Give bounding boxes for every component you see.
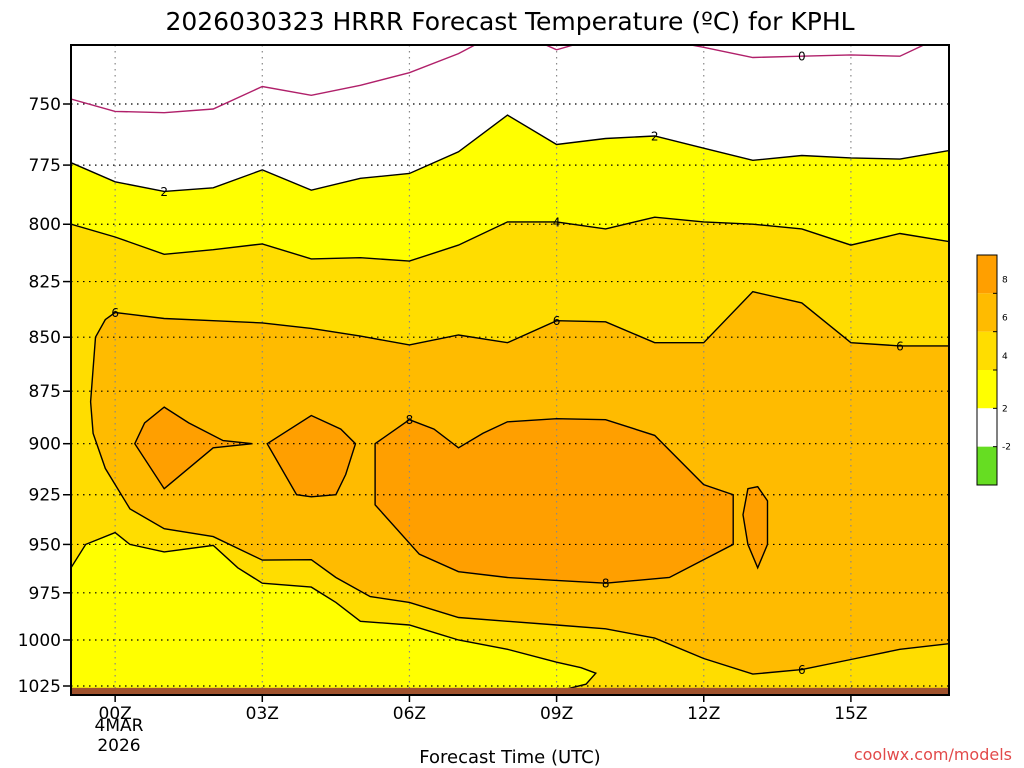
chart-title: 2026030323 HRRR Forecast Temperature (ºC…	[165, 7, 854, 36]
y-tick-label-1000: 1000	[18, 631, 61, 651]
colorbar-label-4: -2	[1002, 443, 1011, 453]
y-tick-label-800: 800	[29, 215, 61, 235]
colorbar-legend: 8 6 4 2 -2	[976, 254, 1011, 486]
y-tick-label-925: 925	[29, 486, 61, 506]
contour-label-1: 2	[160, 185, 168, 199]
contour-label-2: 2	[651, 130, 659, 144]
fill-lower-2-to-4	[71, 532, 596, 695]
temperature-fills	[71, 115, 949, 695]
y-tick-label-900: 900	[29, 435, 61, 455]
credit-text: coolwx.com/models	[854, 745, 1012, 764]
x-tick-label-15Z: 15Z	[834, 704, 867, 724]
contour-label-5: 6	[553, 314, 561, 328]
contour-8-7	[374, 417, 734, 584]
colorbar-swatch-0	[977, 255, 997, 294]
colorbar-label-1: 6	[1002, 314, 1008, 324]
contour-6-3	[89, 290, 949, 675]
colorbar-swatch-5	[977, 446, 997, 485]
contour-8-6	[266, 414, 357, 498]
y-tick-label-775: 775	[29, 156, 61, 176]
contour-label-9: 8	[602, 577, 610, 591]
contour-4-2	[71, 216, 949, 262]
contour-label-4: 6	[111, 306, 119, 320]
contour-6-4	[71, 531, 598, 695]
colorbar-label-0: 8	[1002, 275, 1008, 285]
x-tick-label-06Z: 06Z	[393, 704, 426, 724]
contour-8-8	[742, 485, 769, 570]
y-tick-label-950: 950	[29, 535, 61, 555]
fill-8-to-10-core-0	[134, 407, 253, 489]
y-tick-label-750: 750	[29, 95, 61, 115]
colorbar-swatch-3	[977, 370, 997, 409]
x-axis-label: Forecast Time (UTC)	[419, 747, 600, 768]
plot-area: 0 2 2 4 6 6 6 6 8 8	[71, 45, 949, 695]
contour-label-7: 6	[798, 663, 806, 677]
colorbar-label-3: 2	[1002, 404, 1008, 414]
y-tick-label-825: 825	[29, 273, 61, 293]
contour-label-0: 0	[798, 50, 806, 64]
ground-strip	[71, 687, 949, 695]
colorbar-swatch-1	[977, 293, 997, 332]
date-sublabel-day: 4MAR	[95, 716, 144, 736]
contour-2-1	[71, 114, 949, 193]
fill-8-to-10-core-2	[375, 418, 734, 584]
y-tick-label-1025: 1025	[18, 677, 61, 697]
colorbar-swatch-2	[977, 331, 997, 370]
y-tick-label-975: 975	[29, 584, 61, 604]
x-tick-label-03Z: 03Z	[246, 704, 279, 724]
contour-0-0	[71, 45, 926, 114]
contour-label-3: 4	[553, 215, 561, 229]
grid-lines	[71, 45, 949, 695]
contour-label-8: 8	[406, 413, 414, 427]
contour-label-6: 6	[896, 339, 904, 353]
y-tick-label-875: 875	[29, 382, 61, 402]
x-tick-label-00Z: 00Z	[99, 704, 132, 724]
contour-lines	[71, 45, 949, 695]
y-axis: 750 775 800 825 850 875 900 925 950 975 1000 1025	[18, 95, 71, 697]
y-tick-label-850: 850	[29, 328, 61, 348]
colorbar-swatch-4	[977, 408, 997, 447]
colorbar-label-2: 4	[1002, 352, 1008, 362]
fill-8-to-10-core-3	[743, 486, 768, 568]
x-tick-label-12Z: 12Z	[687, 704, 720, 724]
x-tick-label-09Z: 09Z	[540, 704, 573, 724]
contour-labels: 0 2 2 4 6 6 6 6 8 8	[111, 50, 904, 677]
contour-8-5	[134, 406, 253, 490]
plot-frame	[70, 44, 950, 696]
date-sublabel-year: 2026	[97, 736, 140, 756]
fill-8-to-10-core-1	[267, 415, 356, 497]
x-axis: 00Z 03Z 06Z 09Z 12Z 15Z	[99, 695, 868, 724]
